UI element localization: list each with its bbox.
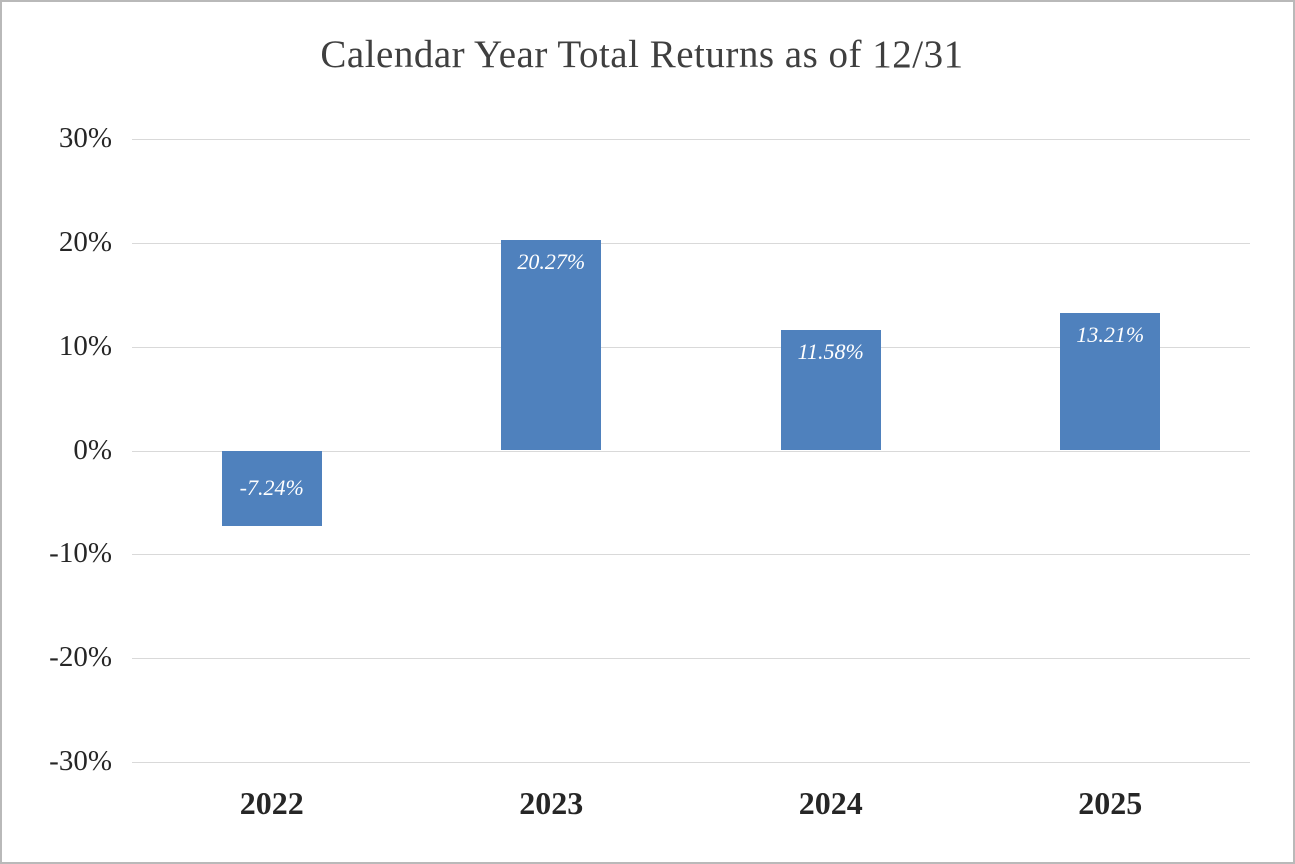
y-tick-label: -20% [49,640,112,673]
bar-2024: 11.58% [780,330,881,451]
x-tick-label-2022: 2022 [239,785,304,821]
y-tick-label: 10% [58,329,112,362]
gridline [132,139,1250,140]
gridline [132,450,1250,452]
gridline [132,346,1250,348]
y-axis: 30% 20% 10% 0% -10% -20% -30% [2,122,120,777]
bar-value-label: 20.27% [517,249,586,275]
y-tick-label: 0% [73,433,112,466]
bar-2023: 20.27% [501,240,602,451]
y-tick-label: -30% [49,744,112,777]
gridline [132,554,1250,556]
x-tick-label-2024: 2024 [798,785,863,821]
bar-2025: 13.21% [1060,313,1161,451]
gridline [132,762,1250,763]
y-tick-label: 20% [58,225,112,258]
bar-2022: -7.24% [221,450,322,526]
bar-value-label: 11.58% [797,339,864,365]
y-tick-label: 30% [58,121,112,154]
x-axis: 2022 2023 2024 2025 [132,785,1250,835]
gridline [132,242,1250,244]
gridline [132,658,1250,660]
y-tick-label: -10% [49,537,112,570]
plot-area: -7.24% 20.27% 11.58% 13.21% [132,139,1250,763]
chart-title: Calendar Year Total Returns as of 12/31 [320,33,964,76]
bar-value-label: -7.24% [239,475,304,501]
x-tick-label-2023: 2023 [519,785,584,821]
x-tick-label-2025: 2025 [1078,785,1143,821]
bar-value-label: 13.21% [1076,322,1145,348]
